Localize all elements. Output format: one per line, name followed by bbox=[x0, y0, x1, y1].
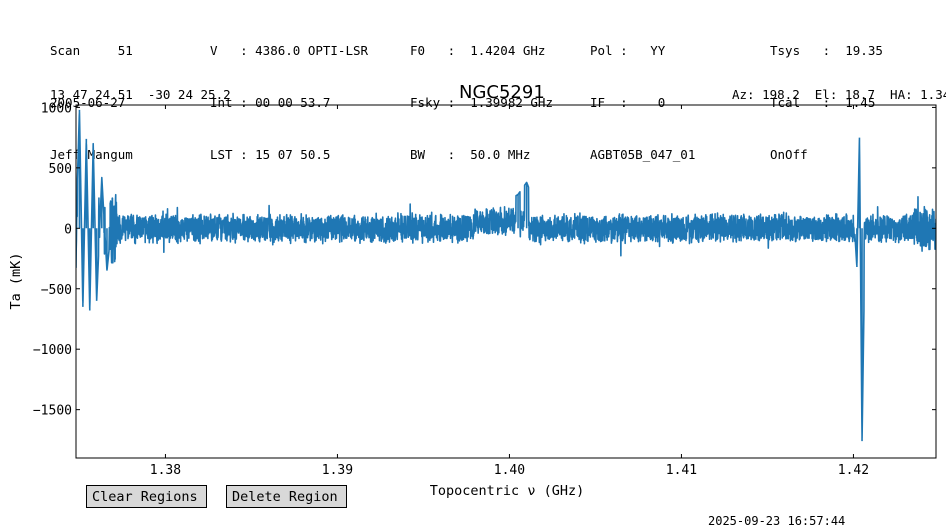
x-tick-label: 1.38 bbox=[150, 463, 181, 478]
pol-label: Pol : YY bbox=[590, 43, 666, 58]
procedure-label: OnOff bbox=[770, 147, 808, 162]
date-label: 2005-06-27 bbox=[50, 95, 126, 110]
x-tick-label: 1.42 bbox=[838, 463, 869, 478]
tsys-label: Tsys : 19.35 bbox=[770, 43, 883, 58]
series-layer bbox=[76, 109, 936, 442]
y-axis: 1000 500 0 −500 −1000 −1500 bbox=[33, 101, 936, 419]
x-tick-label: 1.41 bbox=[666, 463, 697, 478]
scan-label: Scan 51 bbox=[50, 43, 133, 58]
fsky-label: Fsky : 1.39982 GHz bbox=[410, 95, 553, 110]
header-col-polarization: Pol : YY IF : 0 AGBT05B_047_01 bbox=[590, 16, 695, 176]
x-axis: 1.38 1.39 1.40 1.41 1.42 bbox=[150, 105, 869, 478]
x-tick-label: 1.39 bbox=[322, 463, 353, 478]
y-axis-label: Ta (mK) bbox=[8, 253, 24, 310]
lst-label: LST : 15 07 50.5 bbox=[210, 147, 331, 162]
x-axis-label: Topocentric ν (GHz) bbox=[430, 483, 584, 499]
header-col-velocity: V : 4386.0 OPTI-LSR Int : 00 00 53.7 LST… bbox=[210, 16, 368, 176]
bandwidth-label: BW : 50.0 MHz bbox=[410, 147, 531, 162]
y-tick-label: −500 bbox=[41, 283, 72, 298]
timestamp: 2025-09-23 16:57:44 bbox=[708, 514, 846, 528]
header-col-system: Tsys : 19.35 Tcal : 1.45 OnOff bbox=[770, 16, 883, 176]
header-col-frequency: F0 : 1.4204 GHz Fsky : 1.39982 GHz BW : … bbox=[410, 16, 553, 176]
f0-label: F0 : 1.4204 GHz bbox=[410, 43, 546, 58]
velocity-label: V : 4386.0 OPTI-LSR bbox=[210, 43, 369, 58]
az-el-ha-readout: Az: 198.2 El: 18.7 HA: 1.34 bbox=[732, 87, 946, 102]
clear-regions-button[interactable]: Clear Regions bbox=[86, 485, 207, 508]
x-tick-label: 1.40 bbox=[494, 463, 525, 478]
tcal-label: Tcal : 1.45 bbox=[770, 95, 876, 110]
delete-region-button[interactable]: Delete Region bbox=[226, 485, 347, 508]
source-coordinates: 13 47 24.51 -30 24 25.2 bbox=[50, 87, 231, 102]
if-label: IF : 0 bbox=[590, 95, 666, 110]
y-tick-label: −1000 bbox=[33, 343, 72, 358]
observer-label: Jeff Mangum bbox=[50, 147, 133, 162]
project-label: AGBT05B_047_01 bbox=[590, 147, 696, 162]
integration-label: Int : 00 00 53.7 bbox=[210, 95, 331, 110]
y-tick-label: 0 bbox=[64, 222, 72, 237]
y-tick-label: 1000 bbox=[41, 101, 72, 116]
y-tick-label: −1500 bbox=[33, 404, 72, 419]
header-col-scan: Scan 51 2005-06-27 Jeff Mangum bbox=[50, 16, 133, 176]
chart-title: NGC5291 bbox=[459, 82, 545, 103]
spectrum-series-line bbox=[76, 109, 936, 442]
y-tick-label: 500 bbox=[49, 162, 72, 177]
plot-frame bbox=[75, 104, 937, 459]
